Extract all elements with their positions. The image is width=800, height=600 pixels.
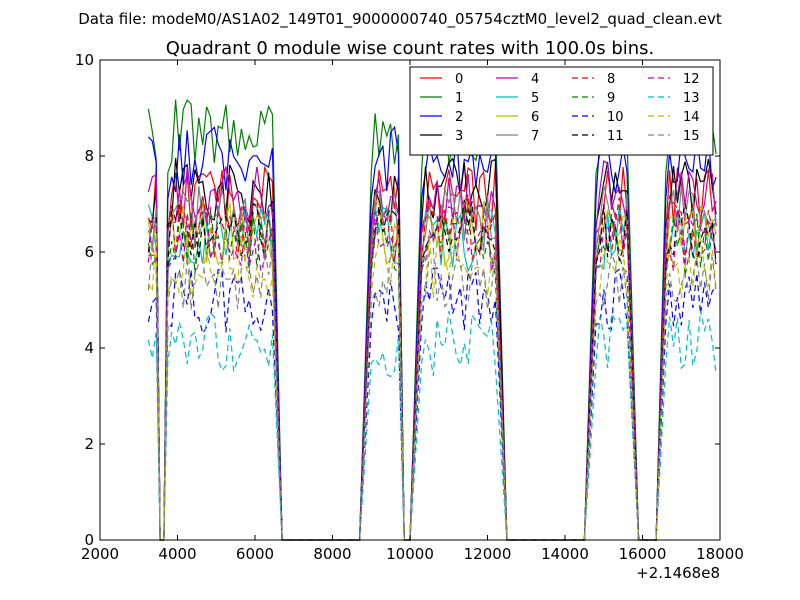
legend-label-1: 1 (455, 91, 463, 106)
legend-label-11: 11 (607, 129, 624, 144)
legend-label-0: 0 (455, 72, 463, 87)
legend-label-2: 2 (455, 110, 463, 125)
series-line-12 (147, 204, 717, 541)
legend-label-13: 13 (683, 91, 700, 106)
x-tick-label: 12000 (464, 545, 512, 563)
x-tick-label: 4000 (158, 545, 196, 563)
legend-label-7: 7 (531, 129, 539, 144)
series-line-9 (147, 209, 717, 541)
series-line-15 (147, 243, 717, 541)
legend-label-10: 10 (607, 110, 624, 125)
legend-label-14: 14 (683, 110, 700, 125)
legend-label-8: 8 (607, 72, 615, 87)
x-tick-label: 6000 (236, 545, 274, 563)
x-tick-label: 8000 (313, 545, 351, 563)
legend-label-4: 4 (531, 72, 539, 87)
x-tick-label: 18000 (696, 545, 744, 563)
axis-ticks: 2000 4000 6000 8000 10000 12000 14000 16000 1800… (75, 51, 744, 563)
series-line-14 (147, 232, 717, 541)
figure-suptitle: Data file: modeM0/AS1A02_149T01_90000007… (78, 10, 722, 29)
y-tick-label: 0 (84, 531, 94, 549)
plot-series-group (147, 96, 717, 541)
legend-label-3: 3 (455, 129, 463, 144)
x-tick-label: 10000 (386, 545, 434, 563)
y-tick-label: 4 (84, 339, 94, 357)
y-tick-label: 6 (84, 243, 94, 261)
legend-box (409, 66, 714, 156)
y-tick-label: 8 (84, 147, 94, 165)
y-tick-label: 10 (75, 51, 94, 69)
legend-label-12: 12 (683, 72, 700, 87)
x-tick-label: 16000 (619, 545, 667, 563)
x-tick-label: 2000 (81, 545, 119, 563)
legend-label-5: 5 (531, 91, 539, 106)
x-tick-label: 14000 (541, 545, 589, 563)
series-line-7 (147, 184, 717, 541)
plot-title: Quadrant 0 module wise count rates with … (166, 38, 655, 59)
x-axis-offset-label: +2.1468e8 (636, 564, 720, 582)
legend-label-15: 15 (683, 129, 700, 144)
legend-label-9: 9 (607, 91, 615, 106)
legend-label-6: 6 (531, 110, 539, 125)
y-tick-label: 2 (84, 435, 94, 453)
